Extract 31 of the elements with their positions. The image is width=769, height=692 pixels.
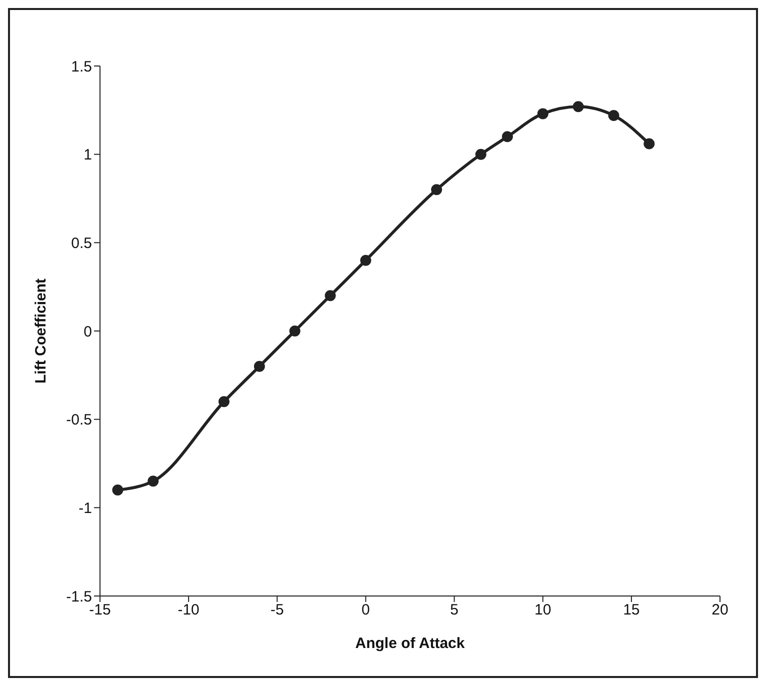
point xyxy=(537,108,548,120)
point xyxy=(254,360,265,372)
point xyxy=(112,484,124,496)
y-tick-label: -0.5 xyxy=(66,412,92,429)
point xyxy=(289,326,300,336)
x-tick-label: -10 xyxy=(178,602,200,619)
point xyxy=(608,110,620,121)
x-tick-label: -5 xyxy=(270,602,284,619)
x-tick-label: 0 xyxy=(362,602,370,619)
point xyxy=(360,254,372,266)
point xyxy=(431,184,442,196)
x-tick-label: -15 xyxy=(89,602,111,619)
y-tick-label: -1.5 xyxy=(66,588,92,606)
y-tick-label: 0.5 xyxy=(71,234,92,252)
y-tick-label: 1.5 xyxy=(71,58,92,76)
point xyxy=(572,101,584,112)
x-axis-title: Angle of Attack xyxy=(355,635,466,652)
point xyxy=(218,396,230,408)
y-tick-label: 1 xyxy=(84,146,92,164)
point xyxy=(502,131,513,142)
x-tick-label: 5 xyxy=(450,602,458,619)
x-tick-label: 20 xyxy=(712,602,728,619)
point xyxy=(644,138,655,150)
y-tick-label: 0 xyxy=(84,323,92,340)
point xyxy=(148,476,159,487)
point xyxy=(475,148,486,160)
x-tick-label: 10 xyxy=(534,602,552,619)
point xyxy=(324,290,336,302)
y-tick-label: -1 xyxy=(78,500,92,517)
x-tick-label: 15 xyxy=(623,602,640,619)
y-axis-title: Lift Coefficient xyxy=(32,278,50,384)
